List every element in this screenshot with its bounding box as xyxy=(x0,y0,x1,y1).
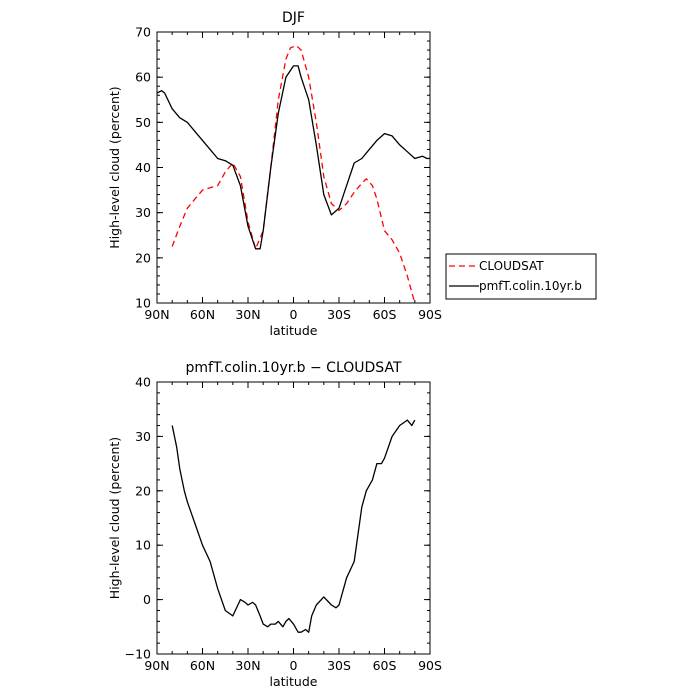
x-tick-label: 60N xyxy=(190,307,215,322)
x-tick-label: 60N xyxy=(190,658,215,673)
y-tick-label: 20 xyxy=(135,250,151,265)
x-axis-label: latitude xyxy=(270,323,318,338)
top-panel-djf: DJF 90N 60N 30N 0 30S 60S 90S 10 20 30 40 50 60 70 lati… xyxy=(107,10,597,338)
legend-entry: CLOUDSAT xyxy=(479,259,544,273)
y-tick-label: −10 xyxy=(125,647,151,662)
y-tick-label: 30 xyxy=(135,429,151,444)
chart-title: pmfT.colin.10yr.b − CLOUDSAT xyxy=(185,360,401,376)
x-tick-label: 60S xyxy=(373,658,397,673)
x-tick-label: 0 xyxy=(290,658,298,673)
y-tick-label: 40 xyxy=(135,160,151,175)
x-tick-label: 30S xyxy=(327,658,351,673)
y-tick-label: 10 xyxy=(135,538,151,553)
x-axis-label: latitude xyxy=(270,674,318,689)
x-tick-label: 90N xyxy=(144,658,169,673)
x-tick-label: 60S xyxy=(373,307,397,322)
x-tick-label: 30S xyxy=(327,307,351,322)
legend: CLOUDSAT pmfT.colin.10yr.b xyxy=(445,253,597,300)
x-tick-label: 30N xyxy=(235,307,260,322)
x-tick-label: 90S xyxy=(418,658,442,673)
legend-box xyxy=(445,253,597,300)
x-tick-label: 90S xyxy=(418,307,442,322)
series-line-difference xyxy=(171,419,416,633)
y-tick-label: 0 xyxy=(143,592,151,607)
x-tick-label: 0 xyxy=(290,307,298,322)
y-axis-label: High-level cloud (percent) xyxy=(107,86,122,248)
chart-title: DJF xyxy=(282,10,305,26)
plot-frame xyxy=(156,381,431,655)
y-tick-label: 60 xyxy=(135,70,151,85)
y-tick-label: 50 xyxy=(135,115,151,130)
y-tick-label: 20 xyxy=(135,483,151,498)
y-tick-label: 10 xyxy=(135,296,151,311)
plot-frame xyxy=(156,31,431,304)
series-line-pmft-colin-10yr-b xyxy=(157,65,430,250)
y-tick-label: 30 xyxy=(135,205,151,220)
legend-entry: pmfT.colin.10yr.b xyxy=(479,279,582,293)
y-tick-label: 70 xyxy=(135,25,151,40)
bottom-panel-difference: pmfT.colin.10yr.b − CLOUDSAT 90N 60N 30N 0 30… xyxy=(107,360,442,689)
x-tick-label: 30N xyxy=(235,658,260,673)
x-tick-label: 90N xyxy=(144,307,169,322)
series-line-cloudsat xyxy=(171,44,416,303)
y-tick-label: 40 xyxy=(135,375,151,390)
y-axis-label: High-level cloud (percent) xyxy=(107,437,122,599)
